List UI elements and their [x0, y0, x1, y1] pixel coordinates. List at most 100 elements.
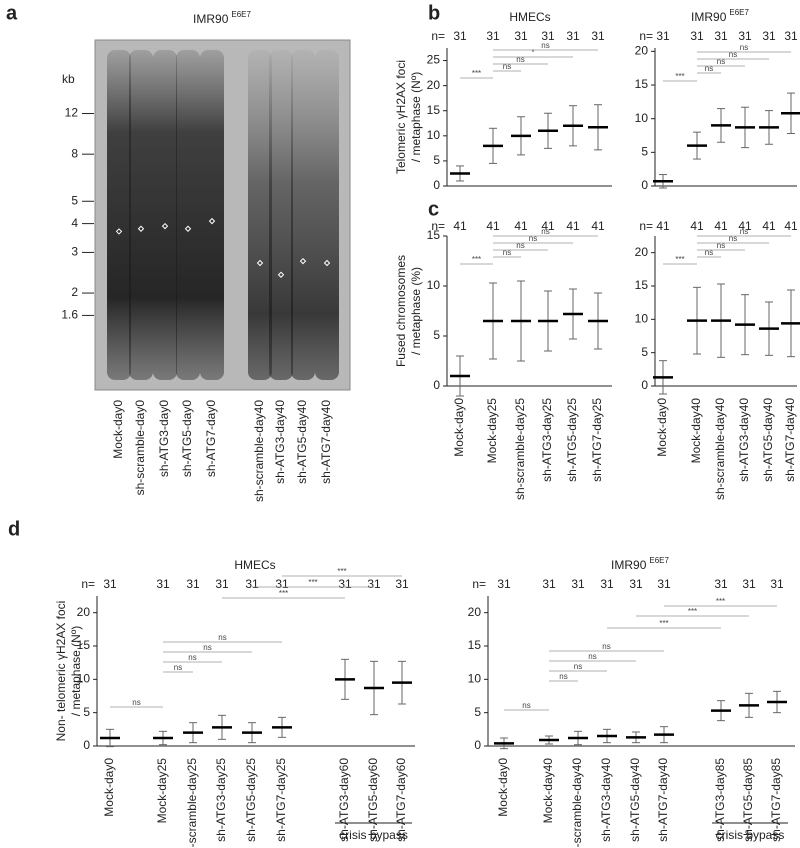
n-value: 41	[591, 219, 605, 233]
y-tick-label: 20	[77, 605, 91, 619]
significance-label: ***	[308, 578, 317, 587]
n-value: 31	[629, 577, 643, 591]
y-axis-label: Telomeric γH2AX foci	[394, 60, 408, 174]
x-tick-label: sh-ATG3-day25	[540, 398, 554, 482]
significance-label: ns	[729, 50, 737, 59]
x-tick-label: sh-ATG5-day25	[565, 398, 579, 482]
x-tick-label: sh-ATG5-day85	[741, 758, 755, 842]
gel-lane	[291, 50, 315, 380]
y-axis-label: / metaphase (Nº)	[69, 626, 83, 716]
significance-label: ns	[717, 57, 725, 66]
n-value: 31	[275, 577, 289, 591]
n-value: 31	[738, 29, 752, 43]
x-tick-label: Mock-day0	[655, 398, 669, 457]
n-value: 31	[784, 29, 798, 43]
title-text: HMECs	[234, 558, 275, 572]
y-tick-label: 5	[433, 153, 440, 167]
n-value: 41	[514, 219, 528, 233]
title-text: IMR90	[193, 12, 229, 26]
significance-label: ***	[279, 589, 288, 598]
x-tick-label: Mock-day40	[689, 398, 703, 464]
n-label: n=	[431, 219, 445, 233]
panel-letter: d	[8, 518, 20, 540]
n-value: 31	[657, 577, 671, 591]
x-tick-label: sh-ATG5-day40	[295, 400, 309, 484]
significance-label: ns	[705, 64, 713, 73]
x-tick-label: sh-ATG7-day40	[319, 400, 333, 484]
n-value: 41	[762, 219, 776, 233]
significance-label: ns	[174, 663, 182, 672]
significance-label: ns	[218, 633, 226, 642]
y-tick-label: 4	[71, 216, 78, 230]
y-tick-label: 15	[77, 638, 91, 652]
y-tick-label: 10	[77, 672, 91, 686]
significance-label: ns	[541, 227, 549, 236]
y-tick-label: 5	[433, 328, 440, 342]
x-tick-label: sh-ATG7-day40	[656, 758, 670, 842]
significance-label: ns	[740, 43, 748, 52]
x-tick-label: sh-ATG5-day0	[180, 400, 194, 477]
n-value: 41	[690, 219, 704, 233]
n-value: 31	[156, 577, 170, 591]
x-tick-label: sh-ATG3-day25	[214, 758, 228, 842]
n-value: 31	[742, 577, 756, 591]
n-value: 41	[486, 219, 500, 233]
y-tick-label: 8	[71, 146, 78, 160]
y-tick-label: 15	[427, 228, 441, 242]
significance-label: ***	[659, 619, 668, 628]
y-tick-label: 15	[635, 77, 649, 91]
y-axis-label: Non- telomeric γH2AX foci	[54, 601, 68, 742]
x-tick-label: Mock-day0	[111, 400, 125, 459]
marker	[208, 217, 216, 225]
y-tick-label: 20	[635, 245, 649, 259]
significance-label: ***	[675, 72, 684, 81]
x-tick-label: sh-ATG7-day85	[769, 758, 783, 842]
y-tick-label: 12	[65, 106, 79, 120]
n-value: 31	[367, 577, 381, 591]
x-tick-label: sh-ATG7-day60	[394, 758, 408, 842]
x-tick-label: sh-ATG3-day40	[273, 400, 287, 484]
x-tick-label: sh-scramble-day40	[713, 398, 727, 500]
y-tick-label: 5	[641, 345, 648, 359]
gel-lane	[200, 50, 224, 380]
significance-label: ***	[675, 255, 684, 264]
y-tick-label: 10	[427, 278, 441, 292]
group-label: crisis bypass	[339, 828, 408, 842]
significance-label: ns	[188, 653, 196, 662]
y-tick-label: 10	[635, 111, 649, 125]
chart-title: IMR90 E6E7	[611, 556, 669, 572]
n-value: 31	[541, 29, 555, 43]
x-tick-label: sh-ATG3-day85	[713, 758, 727, 842]
title-text: IMR90	[611, 558, 647, 572]
n-value: 31	[566, 29, 580, 43]
x-tick-label: Mock-day0	[496, 758, 510, 817]
y-tick-label: 15	[427, 103, 441, 117]
gel-lane	[269, 50, 293, 380]
y-tick-label: 15	[468, 638, 482, 652]
title-superscript: E6E7	[231, 10, 251, 19]
marker	[256, 259, 264, 267]
panel-letter: c	[428, 198, 439, 220]
y-tick-label: 20	[635, 44, 649, 58]
significance-label: ns	[516, 55, 524, 64]
significance-label: ***	[472, 255, 481, 264]
marker	[137, 225, 145, 232]
y-tick-label: 10	[468, 672, 482, 686]
n-value: 31	[395, 577, 409, 591]
n-value: 31	[571, 577, 585, 591]
x-tick-label: Mock-day40	[541, 758, 555, 824]
panel-letter: a	[6, 2, 18, 24]
significance-label: ns	[522, 701, 530, 710]
y-axis-label: / metaphase (%)	[409, 267, 423, 355]
x-tick-label: sh-ATG3-day40	[599, 758, 613, 842]
n-value: 31	[770, 577, 784, 591]
x-tick-label: sh-ATG3-day60	[337, 758, 351, 842]
x-tick-label: sh-scramble-day0	[133, 400, 147, 496]
marker	[115, 228, 123, 235]
gel-lane	[315, 50, 339, 380]
x-tick-label: sh-ATG5-day40	[761, 398, 775, 482]
significance-label: ns	[132, 698, 140, 707]
significance-label: ns	[717, 241, 725, 250]
title-text: IMR90	[691, 10, 727, 24]
significance-label: ns	[740, 227, 748, 236]
